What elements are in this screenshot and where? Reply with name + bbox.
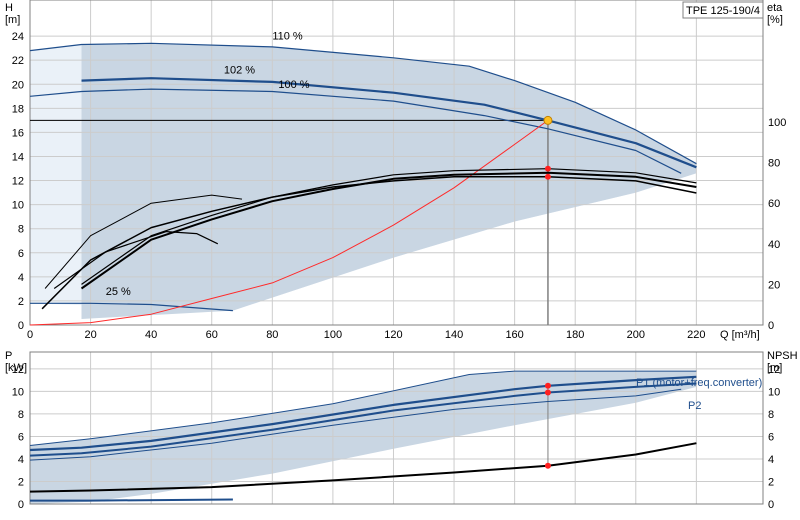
series-line-p-upper-envelope [29, 370, 697, 446]
x-tick-label: 20 [84, 329, 96, 341]
x-tick-label: 80 [266, 329, 278, 341]
plot-frame [29, 0, 764, 326]
series-line-25 [30, 302, 233, 312]
x-tick-label: 40 [145, 329, 157, 341]
series-line-eta-2 [81, 168, 697, 285]
y2-tick-label: 0 [768, 320, 774, 332]
x-axis-unit: Q [m³/h] [720, 329, 760, 341]
y2-tick-label: 100 [768, 117, 786, 129]
series-line-eta-3 [41, 176, 697, 310]
x-tick-label: 140 [445, 329, 463, 341]
y-axis-unit: [m] [5, 14, 20, 26]
series-line-eta-4 [44, 194, 243, 289]
curve-label-100: 100 % [278, 79, 309, 91]
y-tick-label: 14 [12, 151, 24, 163]
y2-tick-label: 4 [768, 454, 774, 466]
series-line-p1-motor-freq-converter [29, 375, 697, 452]
series-line-eta-5 [53, 231, 219, 289]
y-tick-label: 18 [12, 103, 24, 115]
x-tick-label: 160 [505, 329, 523, 341]
y-tick-label: 6 [18, 248, 24, 260]
series-line-110 [29, 42, 697, 165]
x-tick-label: 180 [566, 329, 584, 341]
series-label-p2: P2 [688, 400, 701, 412]
series-line-p-25 [30, 498, 233, 502]
y-tick-label: 10 [12, 386, 24, 398]
eta-marker [544, 165, 551, 172]
y2-axis-unit: [%] [767, 14, 783, 26]
series-line-p-lower-envelope [29, 388, 682, 461]
x-tick-label: 100 [324, 329, 342, 341]
y2-tick-label: 2 [768, 476, 774, 488]
series-line-100 [29, 88, 682, 174]
x-tick-label: 220 [687, 329, 705, 341]
y2-tick-label: 8 [768, 409, 774, 421]
y-tick-label: 10 [12, 200, 24, 212]
series-line-system [29, 119, 549, 326]
y-tick-label: 2 [18, 296, 24, 308]
series-line-102 [81, 77, 697, 169]
y2-axis-name: eta [767, 2, 783, 14]
x-tick-label: 0 [27, 329, 33, 341]
y-tick-label: 2 [18, 476, 24, 488]
y-axis-name: H [5, 2, 13, 14]
y2-tick-label: 60 [768, 198, 780, 210]
y-tick-label: 16 [12, 127, 24, 139]
plot-frame [29, 351, 764, 505]
model-label: TPE 125-190/4 [686, 5, 760, 17]
y-axis-unit: [kW] [5, 362, 27, 374]
y-tick-label: 6 [18, 431, 24, 443]
operating-point-marker [543, 115, 553, 125]
x-tick-label: 120 [384, 329, 402, 341]
y2-tick-label: 0 [768, 499, 774, 511]
series-label-p1: P1 (motor+freq.converter) [636, 377, 762, 389]
y2-tick-label: 20 [768, 279, 780, 291]
curve-label-110: 110 % [272, 31, 303, 43]
y-tick-label: 4 [18, 272, 24, 284]
p2-marker [544, 389, 551, 396]
y2-tick-label: 80 [768, 158, 780, 170]
y2-tick-label: 12 [768, 364, 780, 376]
series-line-npsh [29, 442, 697, 493]
y-tick-label: 20 [12, 79, 24, 91]
power-operating-area [30, 371, 697, 504]
y2-tick-label: 40 [768, 239, 780, 251]
y2-tick-label: 6 [768, 431, 774, 443]
x-tick-label: 200 [627, 329, 645, 341]
model-label-box: TPE 125-190/4 [682, 1, 764, 19]
y-tick-label: 22 [12, 55, 24, 67]
curve-label-102: 102 % [224, 64, 255, 76]
y-tick-label: 8 [18, 409, 24, 421]
series-line-p2 [29, 382, 697, 457]
y-tick-label: 0 [18, 499, 24, 511]
eta-marker [544, 173, 551, 180]
y-tick-label: 8 [18, 224, 24, 236]
y-tick-label: 24 [12, 31, 24, 43]
curve-label-25: 25 % [106, 286, 131, 298]
y2-axis-name: NPSH [767, 350, 798, 362]
x-tick-label: 60 [206, 329, 218, 341]
y-axis-name: P [5, 350, 12, 362]
y-tick-label: 0 [18, 320, 24, 332]
y2-axis-unit: [m] [767, 362, 782, 374]
y-tick-label: 12 [12, 176, 24, 188]
p1-marker [544, 382, 551, 389]
y2-tick-label: 10 [768, 386, 780, 398]
y-tick-label: 4 [18, 454, 24, 466]
y-tick-label: 12 [12, 364, 24, 376]
npsh-marker [544, 462, 551, 469]
